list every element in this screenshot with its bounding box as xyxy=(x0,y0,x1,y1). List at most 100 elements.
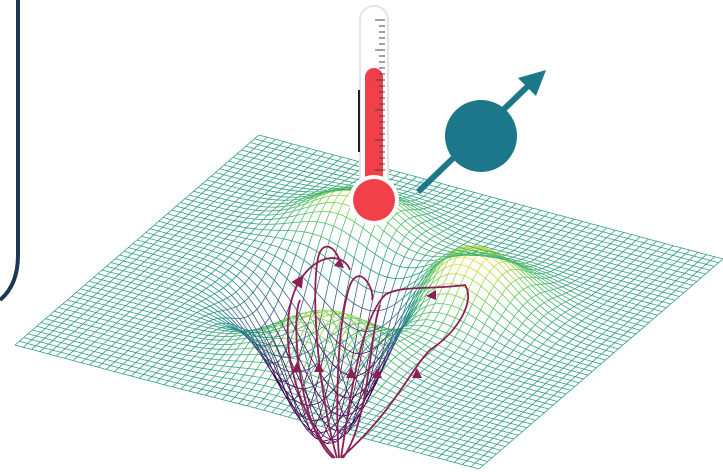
mesh-line xyxy=(451,296,455,306)
mesh-line xyxy=(467,351,475,355)
mesh-line xyxy=(518,329,526,335)
mesh-line xyxy=(97,280,101,284)
mesh-line xyxy=(88,307,92,311)
mesh-line xyxy=(210,296,218,302)
mesh-line xyxy=(119,261,123,265)
mesh-line xyxy=(577,346,585,349)
mesh-line xyxy=(513,374,521,376)
mesh-line xyxy=(519,412,523,416)
mesh-line xyxy=(584,365,588,369)
mesh-line xyxy=(186,351,190,355)
mesh-line xyxy=(516,380,524,382)
mesh-line xyxy=(539,236,543,240)
mesh-line xyxy=(578,221,582,225)
mesh-line xyxy=(423,208,427,209)
mesh-line xyxy=(70,341,74,345)
mesh-line xyxy=(182,369,190,371)
mesh-line xyxy=(619,242,623,246)
mesh-line xyxy=(607,327,611,331)
mesh-line xyxy=(262,166,266,170)
mesh-line xyxy=(648,245,652,249)
mesh-line xyxy=(206,186,210,190)
mesh-line xyxy=(404,449,412,451)
mesh-line xyxy=(415,385,419,389)
mesh-line xyxy=(510,323,518,329)
mesh-line xyxy=(508,384,512,388)
mesh-line xyxy=(124,251,132,253)
mesh-line xyxy=(36,342,40,346)
mesh-line xyxy=(87,320,95,322)
mesh-line xyxy=(242,239,246,244)
mesh-line xyxy=(69,355,77,357)
mesh-line xyxy=(677,258,681,262)
mesh-line xyxy=(223,181,227,185)
mesh-line xyxy=(456,286,460,296)
mesh-line xyxy=(435,217,439,219)
mesh-line xyxy=(32,336,36,340)
mesh-line xyxy=(399,377,403,382)
mesh-line xyxy=(56,356,64,358)
mesh-line xyxy=(503,402,511,404)
mesh-line xyxy=(585,243,589,247)
mesh-line xyxy=(554,392,558,396)
mesh-line xyxy=(377,412,381,416)
mesh-line xyxy=(165,371,169,375)
mesh-line xyxy=(233,266,241,271)
mesh-line xyxy=(228,355,232,361)
mesh-line xyxy=(191,341,199,342)
mesh-line xyxy=(251,219,255,223)
mesh-line xyxy=(471,467,479,469)
mesh-line xyxy=(270,310,274,318)
mesh-line xyxy=(177,379,181,383)
mesh-line xyxy=(441,362,445,366)
mesh-line xyxy=(462,386,466,390)
mesh-line xyxy=(121,325,125,329)
mesh-line xyxy=(494,415,498,419)
mesh-line xyxy=(466,376,474,379)
mesh-line xyxy=(446,456,450,460)
mesh-line xyxy=(67,296,71,300)
mesh-line xyxy=(202,199,206,203)
mesh-line xyxy=(183,234,187,238)
mesh-line xyxy=(118,290,122,294)
mesh-line xyxy=(54,317,58,321)
mesh-line xyxy=(150,225,154,229)
mesh-line xyxy=(207,353,215,354)
mesh-line xyxy=(274,300,278,309)
mesh-line xyxy=(547,335,551,339)
mesh-line xyxy=(494,419,502,421)
mesh-line xyxy=(550,376,554,380)
mesh-line xyxy=(434,313,438,321)
mesh-line xyxy=(404,347,408,350)
mesh-line xyxy=(213,332,221,333)
mesh-line xyxy=(76,293,84,295)
mesh-line xyxy=(671,291,675,295)
mesh-line xyxy=(478,401,482,405)
mesh-line xyxy=(490,403,498,405)
mesh-line xyxy=(188,315,192,318)
mesh-line xyxy=(566,390,570,394)
mesh-line xyxy=(270,169,274,173)
mesh-line xyxy=(325,159,329,163)
mesh-line xyxy=(436,388,440,392)
mesh-line xyxy=(162,336,166,340)
mesh-line xyxy=(608,307,612,311)
mesh-line xyxy=(454,188,458,192)
mesh-line xyxy=(391,357,395,361)
mesh-line xyxy=(477,233,481,236)
mesh-line xyxy=(520,383,524,387)
mesh-line xyxy=(428,377,436,381)
mesh-line xyxy=(580,359,584,363)
mesh-line xyxy=(466,386,474,389)
mesh-line xyxy=(510,233,514,237)
mesh-line xyxy=(164,385,172,387)
mesh-line xyxy=(507,217,511,221)
mesh-line xyxy=(464,422,468,426)
mesh-line xyxy=(192,315,200,318)
mesh-line xyxy=(406,405,410,409)
mesh-line xyxy=(539,344,543,348)
mesh-line xyxy=(585,349,593,352)
mesh-line xyxy=(71,302,75,306)
mesh-line xyxy=(390,376,398,381)
mesh-line xyxy=(237,160,241,164)
